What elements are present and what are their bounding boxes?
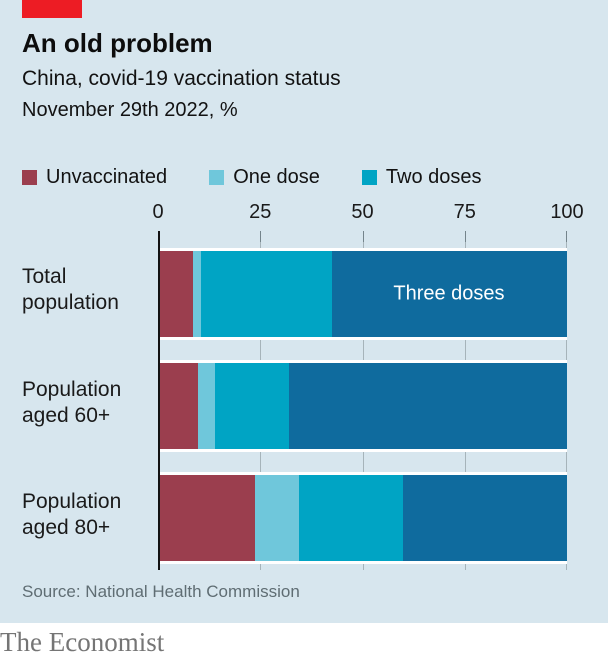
category-label-line: aged 80+ [22, 516, 111, 539]
bar-segment-one-dose [255, 475, 300, 561]
tick-label-25: 25 [249, 201, 272, 223]
chart-subtitle: China, covid-19 vaccination status [22, 67, 341, 90]
category-label-line: aged 60+ [22, 404, 111, 427]
legend-swatch-unvaccinated [22, 170, 37, 185]
bar-segment-two-doses [200, 251, 332, 337]
category-label-aged-60plus: Population aged 60+ [22, 377, 121, 429]
legend: Unvaccinated One dose Two doses [22, 166, 482, 189]
legend-item-one-dose: One dose [209, 166, 320, 189]
economist-red-tab [22, 0, 82, 18]
bar-segment-unvaccinated [160, 251, 193, 337]
tick-mark-50 [362, 231, 364, 242]
bar-segment-two-doses [299, 475, 403, 561]
bar-segment-unvaccinated [160, 363, 198, 449]
category-label-line: Total [22, 265, 67, 288]
tick-mark-75 [464, 231, 466, 242]
category-label-total-population: Total population [22, 264, 119, 316]
tick-label-100: 100 [550, 201, 584, 223]
bar-rows: Three doses [160, 248, 567, 564]
category-label-aged-80plus: Population aged 80+ [22, 489, 121, 541]
legend-label: Two doses [385, 166, 482, 188]
tick-mark-25 [260, 231, 262, 242]
bar-total-population: Three doses [160, 248, 567, 340]
legend-label: Unvaccinated [46, 166, 168, 188]
bar-segment-three-doses [402, 475, 567, 561]
source-note: Source: National Health Commission [22, 582, 300, 601]
bar-population-aged-60plus [160, 360, 567, 452]
bar-segment-two-doses [215, 363, 290, 449]
legend-swatch-one-dose [209, 170, 225, 185]
legend-item-unvaccinated: Unvaccinated [22, 166, 167, 189]
bar-segment-unvaccinated [160, 475, 256, 561]
bar-segment-three-doses [331, 251, 567, 337]
legend-swatch-two-doses [361, 170, 377, 185]
bar-population-aged-80plus [160, 472, 567, 564]
tick-mark-100 [566, 231, 567, 242]
legend-label: One dose [233, 166, 320, 188]
chart-card: An old problem China, covid-19 vaccinati… [0, 0, 608, 623]
legend-item-two-doses: Two doses [361, 166, 482, 189]
bar-segment-one-dose [197, 363, 216, 449]
category-label-line: Population [22, 490, 122, 513]
economist-wordmark: The Economist [0, 627, 165, 657]
tick-label-0: 0 [152, 201, 164, 223]
tick-label-50: 50 [351, 201, 374, 223]
plot-area: Three doses [158, 231, 567, 570]
tick-label-75: 75 [453, 201, 476, 223]
three-doses-inner-label: Three doses [393, 282, 505, 305]
bar-segment-one-dose [192, 251, 201, 337]
x-axis-tick-labels: 0 25 50 75 100 [152, 201, 583, 227]
category-label-line: Population [22, 378, 122, 401]
y-axis-baseline [158, 231, 160, 570]
chart-title: An old problem [22, 28, 213, 58]
bar-segment-three-doses [289, 363, 567, 449]
chart-dateline: November 29th 2022, % [22, 99, 238, 121]
category-label-line: population [22, 291, 119, 314]
